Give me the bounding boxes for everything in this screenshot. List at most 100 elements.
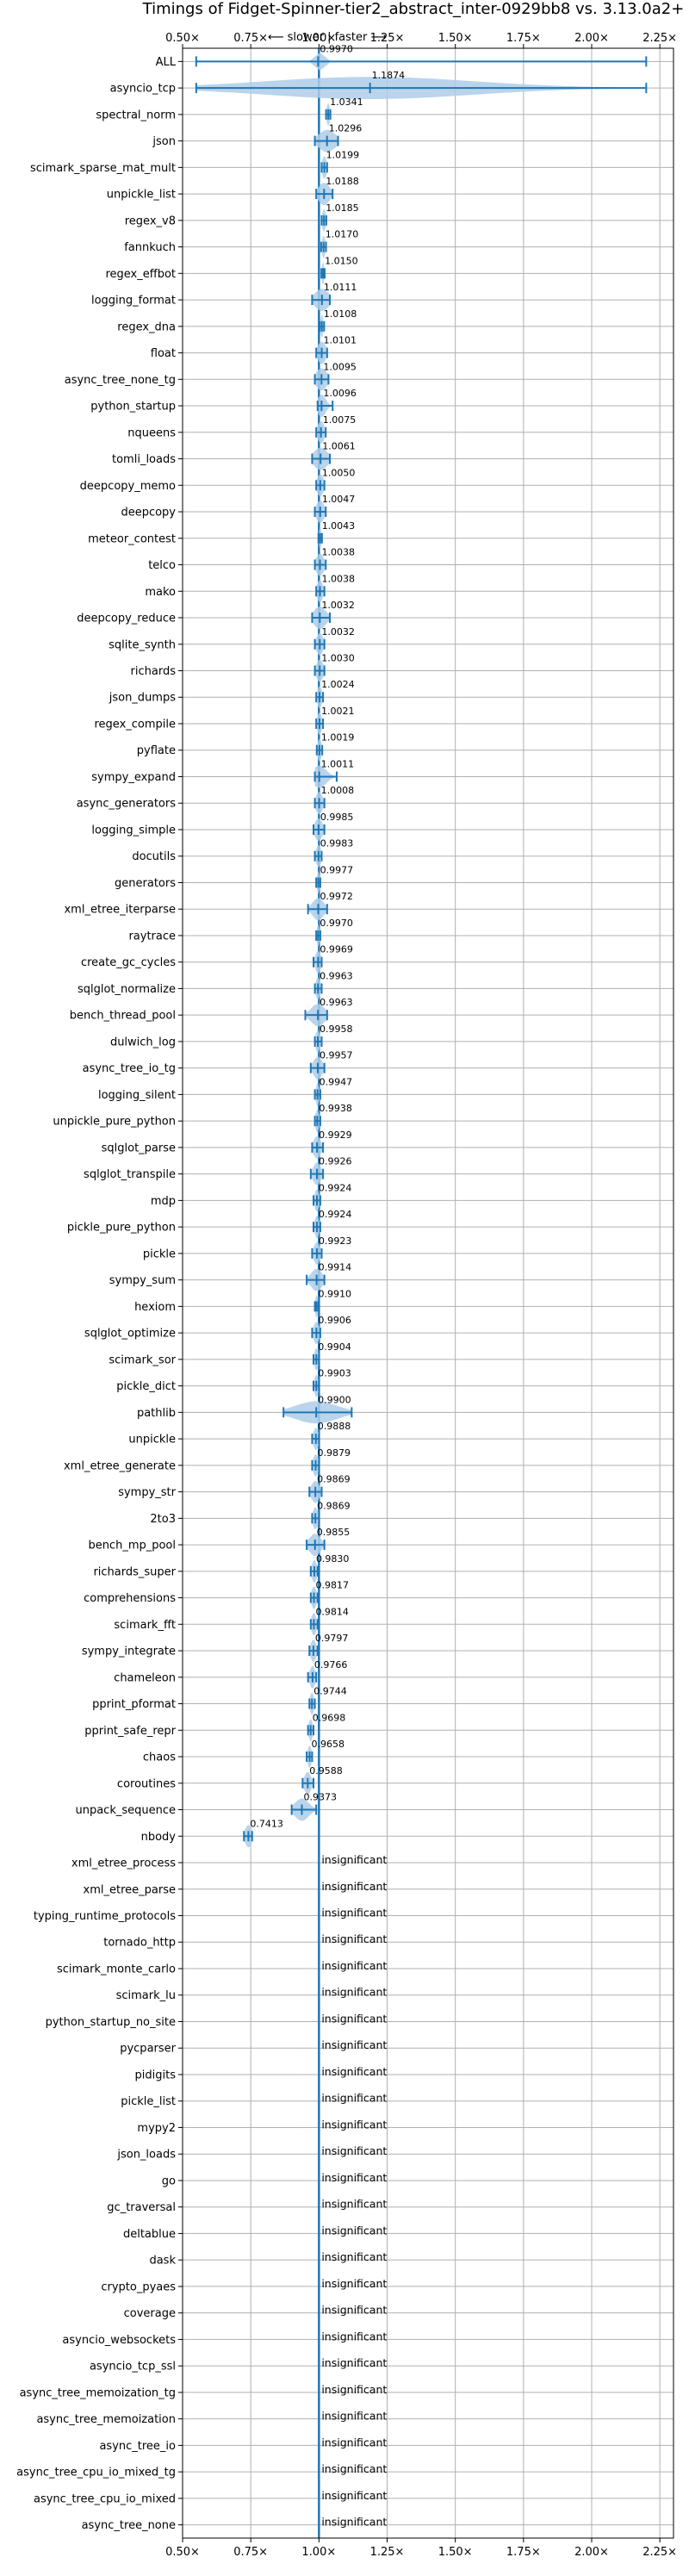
benchmark-label: scimark_sparse_mat_mult (30, 162, 176, 175)
insignificant-label: insignificant (321, 2144, 387, 2157)
benchmark-label: typing_runtime_protocols (34, 1910, 176, 1923)
insignificant-label: insignificant (321, 2012, 387, 2025)
benchmark-label: json_dumps (109, 692, 176, 705)
benchmark-label: bench_thread_pool (70, 1010, 176, 1023)
benchmark-label: regex_v8 (125, 215, 176, 227)
insignificant-label: insignificant (321, 2356, 387, 2369)
value-label: 0.9903 (318, 1368, 351, 1379)
x-tick-label-bottom: 2.25× (642, 2546, 677, 2559)
benchmark-label: 2to3 (150, 1513, 176, 1526)
benchmark-label: deltablue (123, 2228, 176, 2241)
insignificant-label: insignificant (321, 2330, 387, 2343)
x-tick-label-top: 1.00× (301, 32, 336, 45)
benchmark-label: mypy2 (137, 2122, 176, 2135)
value-label: 0.9970 (320, 918, 353, 929)
benchmark-label: unpickle_list (107, 189, 176, 202)
value-label: 1.0341 (330, 96, 363, 108)
value-label: 1.0061 (322, 441, 356, 452)
insignificant-label: insignificant (321, 1853, 387, 1866)
benchmark-label: async_tree_none_tg (65, 374, 176, 387)
value-label: 1.0150 (325, 255, 358, 266)
benchmark-label: unpack_sequence (75, 1804, 176, 1817)
x-tick-label-top: 2.00× (574, 32, 609, 45)
value-label: 1.0011 (321, 758, 355, 769)
value-label: 1.0199 (326, 149, 360, 160)
value-label: 0.9963 (320, 997, 353, 1008)
benchmark-label: nbody (141, 1831, 177, 1844)
benchmark-label: async_tree_io (99, 2440, 176, 2453)
benchmark-label: chaos (143, 1752, 176, 1764)
benchmark-label: dask (149, 2255, 176, 2268)
insignificant-label: insignificant (321, 2304, 387, 2317)
benchmark-label: telco (148, 559, 176, 572)
value-label: 0.9924 (319, 1209, 352, 1220)
benchmark-label: xml_etree_iterparse (64, 904, 176, 917)
benchmark-label: async_tree_cpu_io_mixed (34, 2492, 176, 2505)
benchmark-label: spectral_norm (96, 109, 176, 121)
value-label: 1.0032 (321, 600, 355, 611)
value-label: 0.9817 (316, 1580, 350, 1591)
benchmark-label: sympy_integrate (82, 1646, 176, 1658)
value-label: 0.9958 (320, 1024, 353, 1035)
benchmark-label: gc_traversal (107, 2201, 176, 2214)
value-label: 0.9900 (318, 1394, 351, 1405)
benchmark-label: python_startup_no_site (46, 2016, 176, 2029)
benchmark-label: coroutines (117, 1777, 176, 1790)
benchmark-label: async_tree_memoization (36, 2413, 176, 2426)
value-label: 1.0108 (324, 308, 357, 320)
insignificant-label: insignificant (321, 2065, 387, 2078)
benchmark-label: pyflate (137, 744, 176, 757)
benchmark-label: json_loads (116, 2149, 176, 2162)
benchmark-label: async_tree_none (82, 2519, 176, 2532)
benchmark-label: pidigits (135, 2069, 177, 2081)
value-label: 0.9929 (319, 1129, 352, 1141)
value-label: 0.9869 (317, 1500, 351, 1511)
insignificant-label: insignificant (321, 1932, 387, 1945)
benchmark-label: xml_etree_process (71, 1857, 176, 1870)
benchmark-label: pprint_safe_repr (84, 1725, 176, 1738)
benchmark-label: async_tree_io_tg (83, 1062, 176, 1075)
insignificant-label: insignificant (321, 2250, 387, 2263)
insignificant-label: insignificant (321, 1986, 387, 1999)
insignificant-label: insignificant (321, 2198, 387, 2211)
value-label: 0.9797 (315, 1633, 349, 1644)
value-label: 0.9957 (320, 1050, 353, 1061)
benchmark-label: json (152, 135, 176, 148)
benchmark-label: ALL (156, 56, 177, 69)
benchmark-label: deepcopy (121, 507, 176, 520)
benchmark-label: xml_etree_parse (84, 1883, 176, 1896)
value-label: 0.9963 (320, 970, 353, 981)
benchmark-label: float (151, 347, 176, 360)
insignificant-label: insignificant (321, 1880, 387, 1893)
value-label: 0.9926 (319, 1156, 352, 1167)
value-label: 0.9698 (313, 1712, 346, 1723)
benchmark-label: generators (115, 877, 176, 890)
benchmark-label: richards (131, 665, 177, 678)
benchmark-label: scimark_monte_carlo (57, 1963, 176, 1976)
x-tick-label-top: 2.25× (642, 32, 677, 45)
benchmark-label: sqlglot_parse (102, 1142, 176, 1154)
value-label: 0.9914 (319, 1262, 352, 1273)
insignificant-label: insignificant (321, 1959, 387, 1972)
benchmark-label: asyncio_websockets (62, 2334, 176, 2347)
value-label: 1.0038 (322, 573, 356, 584)
value-label: 0.9879 (318, 1447, 351, 1459)
value-label: 1.0096 (323, 388, 357, 399)
benchmark-label: sympy_str (118, 1486, 176, 1499)
value-label: 1.0050 (322, 467, 356, 478)
value-label: 0.9588 (309, 1765, 343, 1776)
benchmark-label: pathlib (137, 1407, 176, 1420)
benchmark-label: scimark_sor (109, 1353, 176, 1366)
x-tick-label-bottom: 2.00× (574, 2546, 609, 2559)
direction-label: ⟵ slower | faster ⟶ (268, 31, 387, 44)
value-label: 0.9972 (320, 891, 353, 902)
benchmark-label: async_tree_cpu_io_mixed_tg (16, 2467, 176, 2480)
value-label: 1.0185 (326, 202, 359, 214)
value-label: 0.9924 (319, 1182, 352, 1193)
benchmark-label: crypto_pyaes (101, 2280, 176, 2293)
insignificant-label: insignificant (321, 2516, 387, 2529)
insignificant-label: insignificant (321, 2224, 387, 2237)
benchmark-label: scimark_fft (114, 1619, 176, 1632)
value-label: 1.0019 (321, 732, 355, 744)
